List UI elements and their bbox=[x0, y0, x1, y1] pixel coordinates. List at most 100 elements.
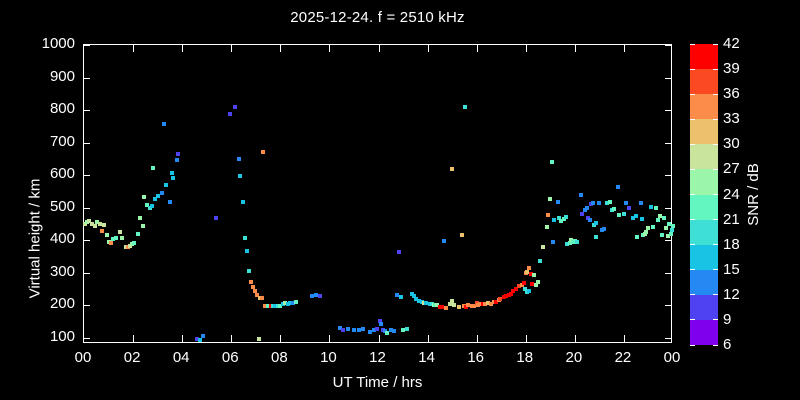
colorbar-tick-label: 12 bbox=[723, 285, 740, 303]
tick-mark bbox=[84, 305, 90, 307]
colorbar-segment bbox=[690, 244, 718, 271]
data-point bbox=[669, 227, 674, 232]
x-tick-label: 12 bbox=[369, 349, 386, 366]
tick-mark bbox=[665, 305, 671, 307]
data-point bbox=[488, 301, 493, 306]
data-point bbox=[538, 258, 543, 263]
tick-mark bbox=[280, 45, 282, 52]
data-point bbox=[670, 224, 675, 229]
colorbar-tick bbox=[690, 93, 695, 95]
data-point bbox=[626, 205, 631, 210]
tick-mark bbox=[574, 45, 576, 52]
data-point bbox=[367, 330, 372, 335]
tick-mark bbox=[665, 272, 671, 274]
plot-area: Virtual height / km bbox=[27, 44, 675, 343]
data-point bbox=[142, 194, 147, 199]
data-point bbox=[474, 300, 479, 305]
data-point bbox=[630, 215, 635, 220]
tick-mark bbox=[182, 335, 184, 342]
colorbar-tick bbox=[690, 168, 695, 170]
data-point bbox=[451, 302, 456, 307]
y-tick-label: 600 bbox=[49, 165, 75, 183]
tick-mark bbox=[665, 175, 671, 177]
data-point bbox=[108, 240, 113, 245]
data-point bbox=[313, 292, 318, 297]
data-point bbox=[617, 212, 622, 217]
data-point bbox=[169, 170, 174, 175]
colorbar-segment bbox=[690, 44, 718, 70]
data-point bbox=[111, 237, 116, 242]
data-point bbox=[639, 216, 644, 221]
data-point bbox=[391, 328, 396, 333]
x-tick-label: 22 bbox=[614, 349, 632, 366]
data-point bbox=[256, 337, 261, 342]
data-point bbox=[176, 152, 181, 157]
data-point bbox=[427, 301, 432, 306]
data-point bbox=[338, 326, 343, 331]
data-point bbox=[552, 218, 557, 223]
data-point bbox=[345, 326, 350, 331]
y-tick-label: 800 bbox=[49, 100, 75, 118]
tick-mark bbox=[84, 272, 90, 274]
data-point bbox=[135, 232, 140, 237]
data-point bbox=[396, 250, 401, 255]
data-point bbox=[89, 222, 94, 227]
data-point bbox=[138, 215, 143, 220]
colorbar-segment bbox=[690, 194, 718, 221]
data-point bbox=[440, 305, 445, 310]
data-point bbox=[413, 296, 418, 301]
y-tick-label: 100 bbox=[49, 328, 75, 345]
colorbar-tick-label: 27 bbox=[723, 160, 740, 178]
tick-mark bbox=[329, 45, 331, 52]
colorbar-segment bbox=[690, 144, 718, 170]
data-point bbox=[648, 205, 653, 210]
x-tick-label: 04 bbox=[172, 349, 190, 366]
data-point bbox=[597, 200, 602, 205]
data-point bbox=[120, 235, 125, 240]
data-point bbox=[242, 235, 247, 240]
tick-mark bbox=[427, 335, 429, 342]
colorbar-tick bbox=[690, 143, 695, 145]
data-point bbox=[273, 304, 278, 309]
data-point bbox=[435, 303, 440, 308]
x-axis-label: UT Time / hrs bbox=[332, 374, 423, 391]
data-point bbox=[536, 280, 541, 284]
data-point bbox=[599, 227, 604, 232]
tick-mark bbox=[665, 110, 671, 112]
colorbar-segment bbox=[690, 69, 718, 95]
y-tick-label: 400 bbox=[49, 230, 75, 248]
data-point bbox=[388, 328, 393, 333]
data-point bbox=[556, 215, 561, 220]
data-point bbox=[511, 289, 516, 294]
x-tick-label: 14 bbox=[418, 349, 435, 366]
data-point bbox=[624, 200, 629, 205]
data-point bbox=[87, 219, 92, 224]
data-point bbox=[534, 283, 539, 288]
colorbar-axis-label: SNR / dB bbox=[744, 163, 762, 226]
data-point bbox=[170, 175, 175, 180]
data-point bbox=[528, 272, 533, 277]
data-point bbox=[275, 304, 280, 309]
data-point bbox=[653, 206, 658, 211]
data-point bbox=[412, 294, 417, 299]
data-point bbox=[561, 217, 566, 222]
data-point bbox=[572, 238, 577, 243]
data-point bbox=[82, 222, 87, 227]
data-point bbox=[380, 327, 385, 332]
data-point bbox=[238, 173, 243, 178]
tick-mark bbox=[84, 77, 90, 79]
data-point bbox=[486, 301, 491, 306]
data-point bbox=[99, 229, 104, 234]
x-tick-label: 02 bbox=[123, 349, 141, 366]
colorbar-tick bbox=[690, 244, 695, 246]
data-point bbox=[394, 293, 399, 298]
snr-colorbar bbox=[690, 43, 718, 346]
data-point bbox=[498, 296, 503, 301]
data-point bbox=[580, 211, 585, 216]
colorbar-tick bbox=[713, 68, 718, 70]
data-point bbox=[288, 300, 293, 305]
data-point bbox=[416, 298, 421, 303]
data-point bbox=[634, 213, 639, 218]
data-point bbox=[478, 302, 483, 307]
